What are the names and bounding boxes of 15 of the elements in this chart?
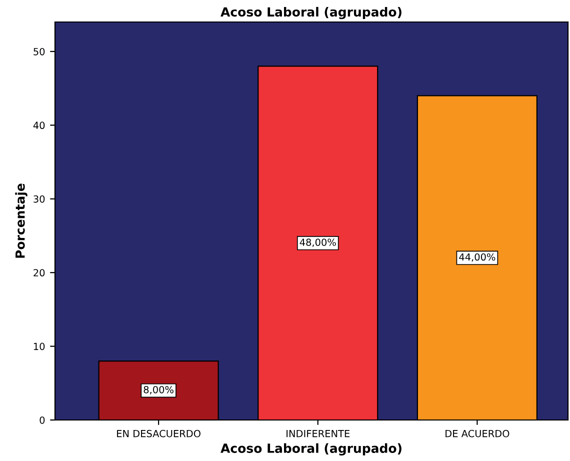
x-tick-label: DE ACUERDO — [446, 430, 510, 438]
y-tick-label: 50 — [34, 48, 45, 56]
x-tick-label: EN DESACUERDO — [117, 430, 200, 438]
chart-title: Acoso Laboral (agrupado) — [220, 6, 402, 20]
data-label: 44,00% — [459, 253, 496, 262]
x-axis-title: Acoso Laboral (agrupado) — [220, 443, 402, 456]
y-tick-label: 0 — [40, 416, 45, 424]
y-axis-title: Porcentaje — [15, 184, 28, 258]
y-tick-label: 20 — [34, 269, 45, 276]
x-tick-label: INDIFERENTE — [286, 430, 350, 438]
data-label: 8,00% — [144, 386, 174, 394]
data-label: 48,00% — [300, 238, 336, 247]
y-tick-label: 30 — [34, 195, 45, 203]
y-tick-label: 40 — [33, 122, 45, 130]
y-tick-label: 10 — [34, 342, 45, 350]
